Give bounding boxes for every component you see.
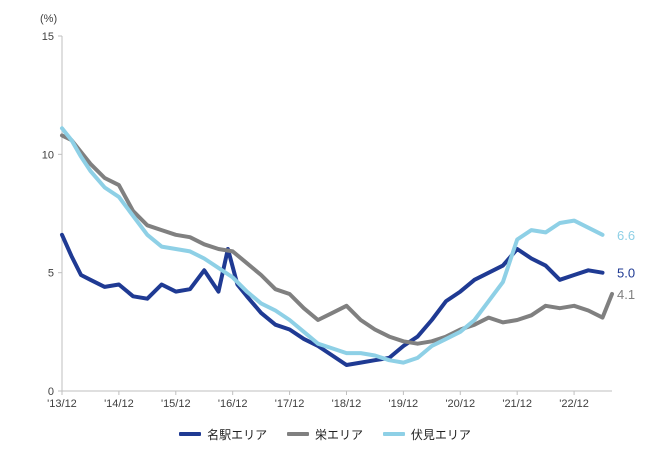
y-axis-ticks: 0 5 10 15 bbox=[42, 31, 62, 398]
legend-swatch-fushimi bbox=[382, 432, 405, 436]
legend-label-meieki: 名駅エリア bbox=[207, 427, 268, 442]
x-tick-label: '19/12 bbox=[389, 398, 419, 410]
legend-label-sakae: 栄エリア bbox=[314, 427, 363, 442]
x-tick-label: '17/12 bbox=[275, 398, 305, 410]
x-tick-label: '14/12 bbox=[104, 398, 134, 410]
x-tick-label: '13/12 bbox=[47, 398, 77, 410]
series-line bbox=[60, 232, 605, 367]
y-tick-label: 5 bbox=[48, 268, 54, 280]
legend-swatch-meieki bbox=[179, 432, 202, 436]
y-tick-label: 10 bbox=[42, 149, 54, 161]
legend-item-meieki: 名駅エリア bbox=[179, 426, 267, 443]
legend: 名駅エリア 栄エリア 伏見エリア bbox=[0, 425, 650, 443]
y-tick-label: 0 bbox=[48, 386, 54, 398]
x-tick-label: '22/12 bbox=[559, 398, 589, 410]
x-tick-label: '15/12 bbox=[161, 398, 191, 410]
y-unit-label: (%) bbox=[40, 13, 57, 25]
x-tick-label: '16/12 bbox=[218, 398, 248, 410]
series-end-labels: 5.0 4.1 6.6 bbox=[617, 228, 635, 302]
x-axis-ticks: '13/12 '14/12 '15/12 '16/12 '17/12 '18/12 '19/… bbox=[47, 391, 589, 410]
series-end-label: 5.0 bbox=[617, 266, 635, 281]
series-end-label: 6.6 bbox=[617, 228, 635, 243]
legend-label-fushimi: 伏見エリア bbox=[410, 427, 471, 442]
x-tick-label: '21/12 bbox=[502, 398, 532, 410]
x-tick-label: '20/12 bbox=[445, 398, 475, 410]
series-end-label: 4.1 bbox=[617, 287, 635, 302]
y-tick-label: 15 bbox=[42, 31, 54, 43]
series-lines bbox=[60, 126, 614, 367]
legend-swatch-sakae bbox=[286, 432, 309, 436]
series-line bbox=[60, 133, 614, 346]
x-tick-label: '18/12 bbox=[332, 398, 362, 410]
legend-item-sakae: 栄エリア bbox=[286, 426, 363, 443]
legend-item-fushimi: 伏見エリア bbox=[382, 426, 471, 443]
series-line bbox=[60, 126, 605, 365]
